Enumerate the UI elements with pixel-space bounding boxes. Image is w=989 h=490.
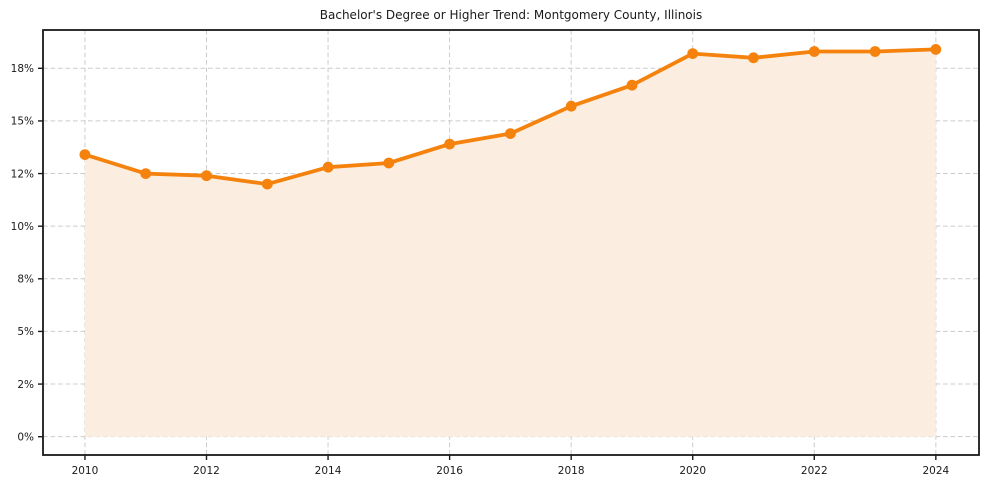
x-tick-label: 2016	[436, 465, 463, 477]
data-point-2010	[79, 149, 91, 161]
y-tick-label: 8%	[17, 274, 34, 286]
x-tick-label: 2020	[679, 465, 706, 477]
y-tick-label: 10%	[11, 221, 34, 233]
data-point-2016	[444, 138, 455, 150]
x-tick-label: 2024	[922, 465, 949, 477]
y-tick-label: 15%	[11, 116, 34, 128]
data-point-2024	[930, 44, 942, 55]
data-point-2012	[201, 170, 212, 182]
data-point-2021	[748, 52, 759, 64]
x-tick-label: 2010	[72, 465, 99, 477]
x-tick-label: 2018	[558, 465, 585, 477]
x-tick-label: 2012	[193, 465, 220, 477]
data-point-2017	[505, 128, 516, 140]
y-tick-label: 18%	[11, 63, 34, 75]
data-point-2018	[565, 100, 577, 112]
data-point-2020	[687, 48, 699, 59]
data-point-2015	[383, 157, 395, 169]
x-tick-label: 2022	[801, 465, 828, 477]
y-tick-label: 0%	[17, 431, 34, 443]
data-point-2013	[261, 178, 273, 190]
data-point-2011	[140, 168, 152, 180]
data-point-2022	[808, 46, 820, 57]
y-tick-label: 5%	[17, 326, 34, 338]
y-tick-label: 12%	[11, 168, 34, 180]
data-point-2019	[626, 79, 638, 91]
x-tick-label: 2014	[315, 465, 342, 477]
data-point-2023	[869, 46, 881, 57]
y-tick-label: 2%	[17, 379, 34, 391]
data-point-2014	[322, 161, 334, 173]
chart-title: Bachelor's Degree or Higher Trend: Montg…	[319, 8, 703, 22]
trend-area-fill	[84, 49, 936, 437]
plot-border	[42, 29, 980, 456]
